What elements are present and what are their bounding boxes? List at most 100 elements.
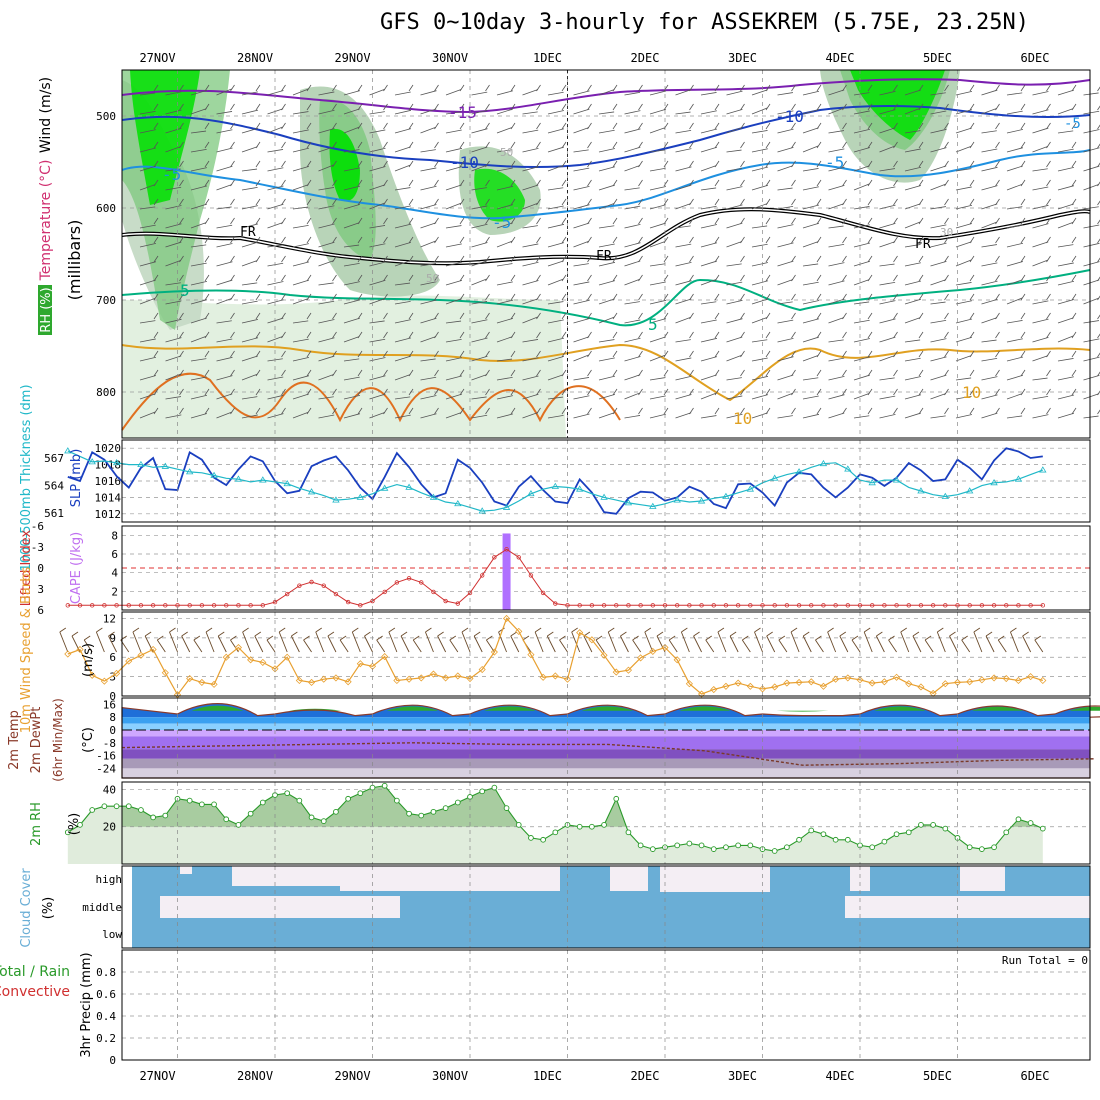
- wind-speed-marker: [941, 680, 949, 688]
- wind-barb: [496, 413, 514, 419]
- wind-barb-flag: [332, 160, 337, 168]
- lifted-index-marker: [833, 603, 838, 608]
- wind-barb: [292, 88, 309, 96]
- wind-barb: [496, 395, 513, 400]
- lifted-index-marker: [918, 603, 924, 608]
- wind-barb: [165, 205, 182, 210]
- wind-barb-flag: [179, 160, 184, 168]
- wind-barb-flag: [1071, 141, 1077, 149]
- wind-barb: [726, 167, 743, 172]
- wind10m-barb-flag: [998, 635, 1005, 641]
- day-label-top: 29NOV: [334, 51, 370, 65]
- contour-label: 10: [733, 409, 752, 428]
- wind10m-barb: [290, 635, 300, 653]
- label-lifted-index: Lifted Index: [19, 529, 34, 606]
- wind-barb: [216, 129, 233, 134]
- wind-barb-flag: [459, 350, 465, 358]
- wind-barb: [955, 282, 972, 286]
- lifted-index-marker: [321, 583, 326, 588]
- wind-barb: [981, 203, 998, 210]
- wind-barb: [547, 396, 564, 400]
- wind-barb: [777, 415, 793, 419]
- wind-barb-flag: [357, 255, 363, 263]
- wind-barb: [547, 374, 564, 381]
- rh2m-marker: [576, 823, 583, 830]
- wind-speed-marker: [576, 629, 584, 637]
- wind-barb-flag: [459, 274, 465, 282]
- wind-barb-flag: [357, 160, 363, 168]
- upper-air-tick-label: 500: [96, 110, 116, 123]
- wind-barb-flag: [1020, 274, 1026, 282]
- wind10m-barb: [559, 639, 568, 653]
- wind-barb-flag: [153, 103, 159, 111]
- wind10m-barb: [815, 639, 824, 653]
- wind-barb-flag: [485, 312, 490, 320]
- rh2m-marker: [674, 842, 681, 849]
- wind-barb: [675, 111, 691, 115]
- wind-barb-flag: [893, 160, 898, 168]
- wind-speed-marker: [478, 665, 486, 674]
- wind10m-barb-flag: [1022, 631, 1029, 637]
- wind-speed-marker: [332, 674, 340, 682]
- wind-barb: [598, 129, 615, 134]
- wind-barb-flag: [306, 350, 312, 358]
- wind-barb: [981, 89, 998, 96]
- wind10m-barb-flag: [595, 635, 603, 641]
- temp-max-green: [484, 706, 536, 711]
- label-millibars: (millibars): [65, 220, 84, 301]
- temp-tick-label: 16: [103, 698, 116, 711]
- wind-speed-marker: [649, 647, 657, 655]
- wind10m-barb: [266, 639, 276, 653]
- wind-barb: [1057, 167, 1075, 172]
- wind-barb-flag: [969, 217, 975, 225]
- wind-speed-marker: [295, 676, 303, 685]
- wind-barb-flag: [587, 350, 592, 358]
- temp-band: [122, 768, 1090, 778]
- wind-barb: [496, 263, 513, 267]
- wind10m-barb: [498, 631, 507, 653]
- wind-barb-flag: [1020, 236, 1026, 244]
- wind-barb: [573, 354, 589, 362]
- wind-barb-flag: [536, 160, 541, 168]
- wind-barb: [547, 128, 565, 134]
- day-label-bottom: 6DEC: [1021, 1069, 1050, 1083]
- wind10m-barb: [388, 631, 398, 653]
- wind-barb-flag: [1020, 255, 1026, 263]
- wind-barb: [751, 184, 768, 191]
- wind-barb-flag: [867, 312, 873, 320]
- wind-barb-flag: [689, 407, 694, 415]
- wind-barb: [573, 263, 589, 267]
- wind-barb-flag: [1020, 331, 1026, 339]
- wind-barb-flag: [893, 274, 898, 282]
- wind-barb: [981, 148, 998, 153]
- contour-label: FR: [915, 237, 931, 252]
- wind-barb-flag: [1071, 103, 1077, 111]
- wind-barb-flag: [1046, 122, 1051, 130]
- wind-barb: [1057, 185, 1075, 191]
- wind-barb: [700, 374, 717, 381]
- wind-barb: [139, 147, 157, 153]
- wind-barb: [445, 338, 462, 343]
- thickness-marker: [844, 465, 852, 472]
- rh2m-marker: [308, 814, 315, 821]
- rh2m-marker: [89, 807, 96, 813]
- wind-barb: [700, 110, 717, 115]
- wind-barb: [1032, 282, 1049, 286]
- wind-barb: [471, 278, 487, 286]
- wind-barb-flag: [638, 160, 643, 168]
- wind-speed-marker: [393, 676, 401, 685]
- wind-barb: [700, 224, 718, 229]
- wind-barb-flag: [893, 179, 898, 187]
- wind-barb: [1057, 317, 1074, 324]
- wind-speed-marker: [112, 669, 121, 677]
- rh2m-marker: [747, 842, 754, 849]
- wind-barb-flag: [204, 350, 210, 358]
- wind-speed-line: [67, 617, 1043, 696]
- wind-barb: [879, 186, 896, 191]
- dewpoint-line: [121, 742, 1096, 766]
- wind10m-barb: [778, 639, 788, 653]
- wind-barb-flag: [587, 388, 592, 396]
- wind-barb-flag: [434, 350, 439, 358]
- wind-barb: [904, 317, 921, 324]
- wind-barb-flag: [357, 293, 363, 301]
